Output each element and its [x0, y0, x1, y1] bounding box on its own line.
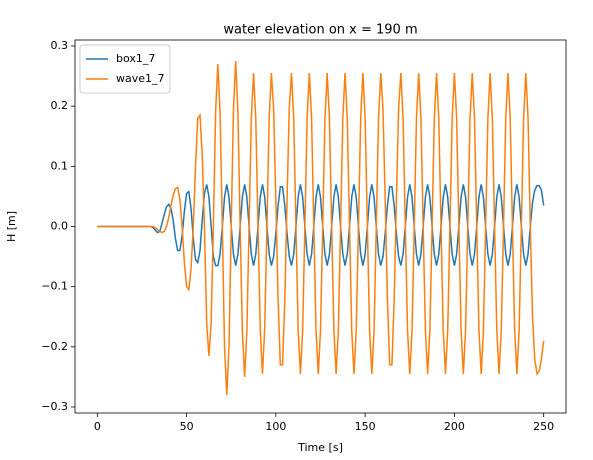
legend-box [79, 44, 171, 94]
series-line [97, 184, 545, 267]
y-tick-label: 0.1 [51, 159, 69, 172]
y-tick-label: 0.2 [51, 99, 69, 112]
plot-frame [74, 39, 567, 414]
y-axis-label: H [m] [5, 211, 18, 242]
y-tick-label: −0.1 [41, 280, 68, 293]
x-axis-label: Time [s] [297, 441, 343, 454]
y-tick-label: 0.0 [51, 220, 69, 233]
y-tick-label: 0.3 [51, 39, 69, 52]
legend: box1_7 wave1_7 [79, 44, 171, 94]
legend-label: box1_7 [116, 52, 155, 65]
chart-title: water elevation on x = 190 m [223, 23, 417, 38]
legend-label: wave1_7 [116, 72, 165, 85]
x-tick-label: 200 [444, 420, 465, 433]
x-tick-label: 100 [265, 420, 286, 433]
y-tick-label: −0.2 [41, 340, 68, 353]
x-tick-label: 250 [533, 420, 554, 433]
x-tick-label: 150 [355, 420, 376, 433]
x-tick-label: 50 [180, 420, 194, 433]
series-line [97, 61, 545, 395]
y-tick-label: −0.3 [41, 400, 68, 413]
x-tick-label: 0 [94, 420, 101, 433]
